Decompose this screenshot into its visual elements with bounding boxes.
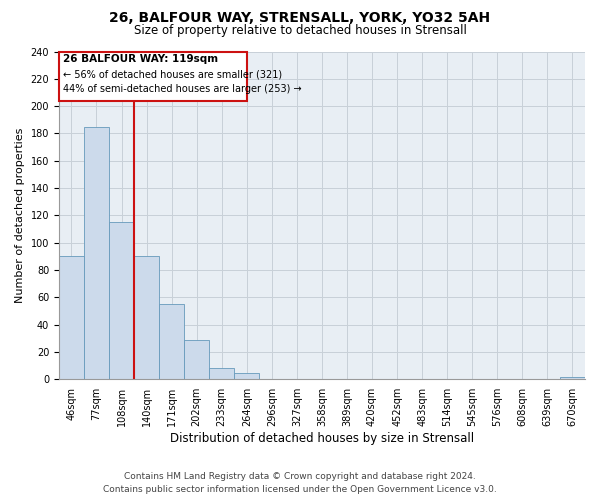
- Bar: [84, 126, 109, 380]
- Bar: [209, 368, 234, 380]
- FancyBboxPatch shape: [59, 52, 247, 100]
- Text: ← 56% of detached houses are smaller (321): ← 56% of detached houses are smaller (32…: [63, 70, 282, 80]
- Bar: [184, 340, 209, 380]
- Bar: [159, 304, 184, 380]
- Bar: [109, 222, 134, 380]
- Y-axis label: Number of detached properties: Number of detached properties: [15, 128, 25, 303]
- Text: 26 BALFOUR WAY: 119sqm: 26 BALFOUR WAY: 119sqm: [63, 54, 218, 64]
- Bar: [234, 372, 259, 380]
- Text: Contains HM Land Registry data © Crown copyright and database right 2024.
Contai: Contains HM Land Registry data © Crown c…: [103, 472, 497, 494]
- Text: Size of property relative to detached houses in Strensall: Size of property relative to detached ho…: [134, 24, 466, 37]
- Bar: [134, 256, 159, 380]
- X-axis label: Distribution of detached houses by size in Strensall: Distribution of detached houses by size …: [170, 432, 474, 445]
- Bar: [560, 376, 585, 380]
- Text: 44% of semi-detached houses are larger (253) →: 44% of semi-detached houses are larger (…: [63, 84, 302, 94]
- Text: 26, BALFOUR WAY, STRENSALL, YORK, YO32 5AH: 26, BALFOUR WAY, STRENSALL, YORK, YO32 5…: [109, 11, 491, 25]
- Bar: [59, 256, 84, 380]
